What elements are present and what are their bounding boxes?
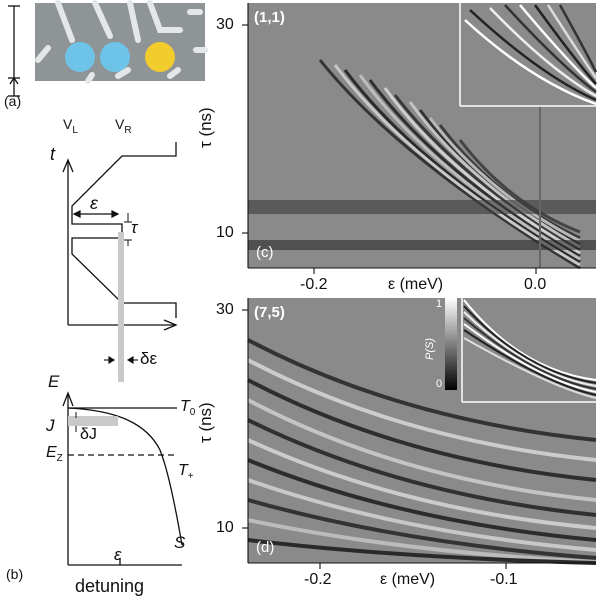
panel-c-corner-label: (1,1)	[254, 9, 285, 26]
energy-axis-label: E	[48, 372, 60, 391]
j-label: J	[46, 416, 55, 435]
gate-right-label: VR	[115, 116, 132, 136]
panel-c-xtick-00: 0.0	[524, 276, 547, 293]
dot-right	[145, 42, 175, 72]
panel-c-dark-band	[248, 200, 596, 214]
panel-b-label: (b)	[6, 566, 24, 582]
panel-d-inset	[445, 298, 597, 403]
ez-label: EZ	[46, 444, 63, 465]
singlet-label: S	[174, 533, 186, 552]
delta-j-band	[68, 416, 118, 426]
gate-left-label: VL	[63, 116, 78, 136]
panel-c-ytick-30: 30	[216, 16, 234, 33]
panel-d-ytick-30: 30	[216, 301, 234, 318]
panel-d-label: (d)	[256, 539, 275, 556]
panel-d-ylabel: τ (ns)	[196, 402, 215, 443]
panel-c-label: (c)	[256, 244, 274, 261]
panel-d-ytick-10: 10	[216, 519, 234, 536]
panel-d-xtick-neg02: -0.2	[304, 571, 332, 588]
colorbar	[445, 298, 457, 390]
epsilon-arrow	[72, 210, 120, 218]
epsilon-label: ε	[90, 193, 98, 213]
t0-label: T0	[180, 398, 196, 419]
delta-epsilon-label: δε	[140, 349, 158, 368]
panel-c-xlabel: ε (meV)	[388, 276, 444, 293]
tplus-label: T+	[178, 462, 194, 483]
panel-c-inset	[459, 3, 598, 107]
delta-eps-arrows	[104, 356, 138, 364]
dot-middle	[100, 42, 130, 72]
panel-c-xtick-neg02: -0.2	[300, 276, 328, 293]
panel-c-dark-band-2	[248, 240, 596, 250]
detuning-window	[118, 232, 124, 382]
t-axis-label: t	[50, 144, 56, 164]
panel-a-label: (a)	[4, 93, 22, 109]
inset-tick-0: 0	[436, 378, 443, 390]
dot-left	[65, 42, 95, 72]
delta-j-label: δJ	[80, 426, 97, 443]
epsilon-tick-label: ε	[114, 545, 122, 564]
tau-label: τ	[131, 218, 138, 237]
panel-c-ylabel: τ (ns)	[196, 107, 215, 148]
tau-arrow	[124, 213, 132, 246]
panel-c-ytick-10: 10	[216, 224, 234, 241]
detuning-axis-label: detuning	[75, 576, 145, 596]
inset-tick-1: 1	[436, 298, 443, 310]
panel-d-corner-label: (7,5)	[254, 304, 285, 321]
panel-d-xlabel: ε (meV)	[380, 571, 436, 588]
panel-c-axes	[242, 3, 596, 274]
panel-d-axes	[242, 298, 596, 569]
inset-ylabel: P(S)	[424, 338, 436, 360]
panel-d-fringes	[247, 338, 597, 565]
scale-bar	[8, 5, 20, 97]
panel-d-xtick-neg01: -0.1	[490, 571, 518, 588]
